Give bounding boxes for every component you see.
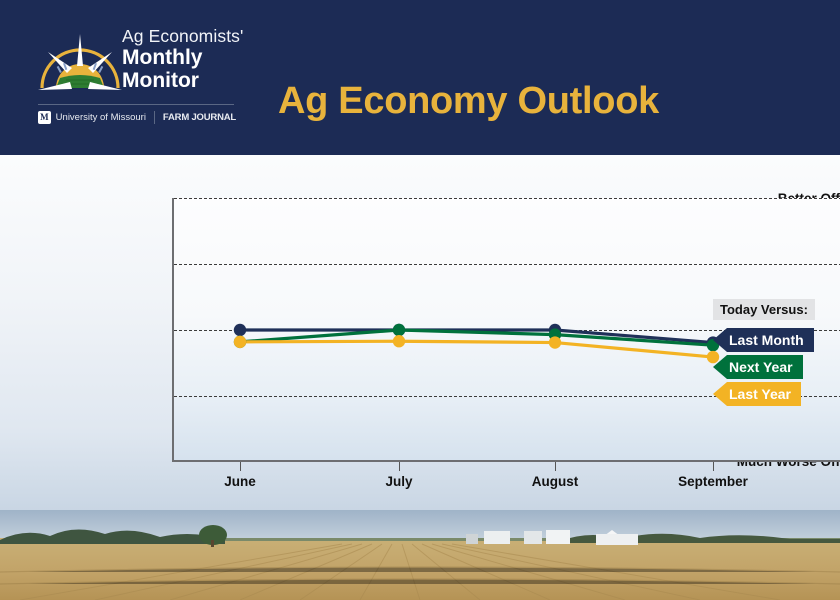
partner-divider	[153, 110, 155, 124]
data-point[interactable]	[392, 323, 406, 337]
logo-line-2: Monthly	[122, 46, 203, 69]
data-point[interactable]	[233, 335, 247, 349]
legend-arrow-icon	[713, 355, 727, 379]
logo-line-3: Monitor	[122, 69, 199, 92]
sunrise-field-compass-icon	[36, 32, 124, 98]
x-tick-september	[713, 462, 714, 471]
legend-label: Last Month	[727, 328, 814, 352]
farm-field-photo	[0, 510, 840, 600]
legend-label: Next Year	[727, 355, 803, 379]
series-line-last-month	[238, 328, 715, 345]
logo-wordmark: Ag Economists' Monthly Monitor	[122, 26, 272, 102]
legend-item-last-year[interactable]: Last Year	[713, 382, 802, 406]
logo-divider	[38, 104, 234, 105]
series-line-next-year	[238, 328, 715, 347]
partner-farmjournal-label: FARM JOURNAL	[162, 111, 236, 123]
chart-region: Better Off Slightly Better Off Unchanged…	[0, 155, 840, 510]
monthly-monitor-logo: Ag Economists' Monthly Monitor M Univers…	[36, 26, 243, 130]
x-axis-label-august: August	[531, 474, 579, 489]
x-axis-label-june: June	[224, 474, 256, 489]
plot-area: June July August September	[172, 198, 840, 489]
gridline-better-off	[174, 198, 840, 199]
x-axis-label-july: July	[385, 474, 413, 489]
x-axis-label-september: September	[678, 474, 748, 489]
legend-label: Last Year	[727, 382, 802, 406]
data-point[interactable]	[233, 323, 247, 337]
legend-title: Today Versus:	[713, 299, 815, 320]
legend-arrow-icon	[713, 382, 727, 406]
x-tick-august	[555, 462, 556, 471]
x-tick-july	[399, 462, 400, 471]
legend-item-last-month[interactable]: Last Month	[713, 328, 814, 352]
series-line-last-year	[238, 339, 715, 359]
logo-line-1: Ag Economists'	[122, 26, 244, 46]
gridline-slightly-better-off	[174, 264, 840, 265]
mizzou-badge-icon: M	[38, 110, 51, 124]
data-point[interactable]	[548, 336, 562, 349]
data-point[interactable]	[392, 335, 406, 348]
page-title: Ag Economy Outlook	[278, 80, 659, 122]
legend-item-next-year[interactable]: Next Year	[713, 355, 803, 379]
header-banner: Ag Economists' Monthly Monitor M Univers…	[0, 0, 840, 155]
gridline-slightly-worse-off	[174, 396, 840, 397]
logo-partners: M University of Missouri FARM JOURNAL	[38, 108, 236, 126]
x-tick-june	[240, 462, 241, 471]
partner-university-label: University of Missouri	[55, 111, 146, 123]
legend-arrow-icon	[713, 328, 727, 352]
